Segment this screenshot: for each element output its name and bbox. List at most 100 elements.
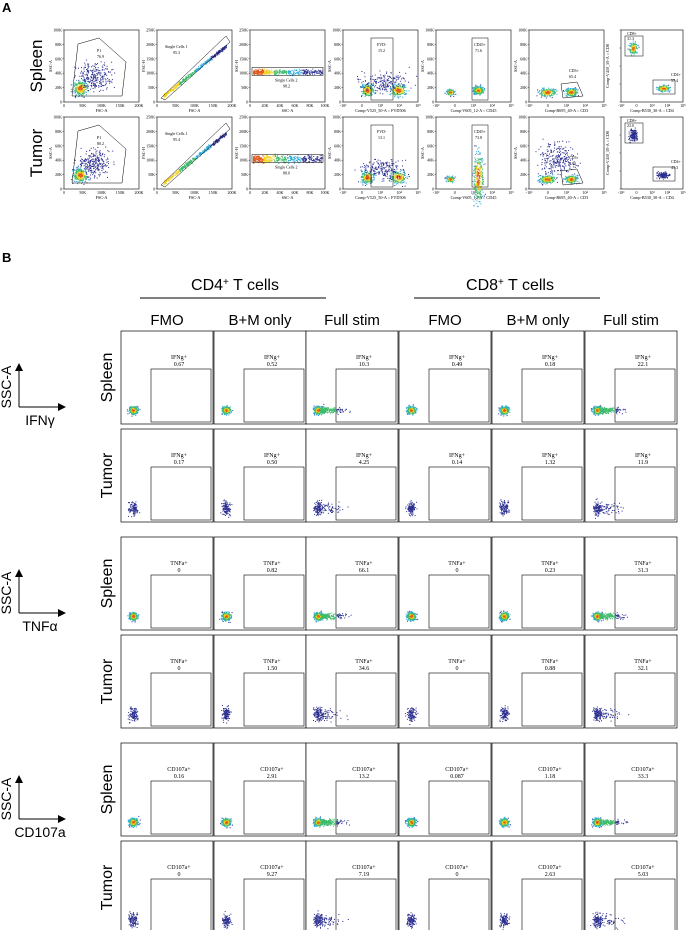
dot <box>81 92 83 94</box>
dot <box>80 177 82 179</box>
dot <box>294 73 296 75</box>
dot <box>83 86 85 88</box>
dot <box>182 78 184 80</box>
dot <box>90 174 91 176</box>
dot <box>481 86 483 88</box>
dot <box>284 157 286 159</box>
dot <box>259 72 261 74</box>
dot <box>280 71 282 73</box>
dot <box>283 160 285 162</box>
dot <box>297 72 299 74</box>
dot <box>218 139 219 141</box>
dot <box>86 84 88 86</box>
dot <box>176 86 178 88</box>
dot <box>363 90 365 92</box>
dot <box>101 170 103 171</box>
dot <box>482 92 484 93</box>
dot <box>76 173 77 175</box>
dot <box>542 94 544 96</box>
dot <box>265 73 267 75</box>
dot <box>184 80 186 82</box>
dot <box>253 71 255 73</box>
dot <box>403 88 404 90</box>
dot <box>87 65 89 67</box>
dot <box>84 74 86 76</box>
dot <box>92 172 94 173</box>
gate-shape <box>624 35 644 57</box>
dot <box>183 164 185 166</box>
dot <box>84 177 86 179</box>
dot <box>547 93 549 95</box>
y-tick-label: 0 <box>525 100 527 105</box>
x-tick-label: 100K <box>190 103 199 108</box>
x-tick-label: 10³ <box>378 190 384 195</box>
dot <box>199 154 201 156</box>
dot <box>281 157 283 159</box>
dot <box>633 52 635 54</box>
dot <box>658 87 660 89</box>
dot <box>103 85 104 87</box>
dot <box>94 166 96 168</box>
dot <box>371 89 372 91</box>
dot <box>547 95 548 97</box>
dot <box>111 74 113 76</box>
dot <box>97 77 99 78</box>
x-tick-label: 0 <box>63 190 65 195</box>
dot <box>566 93 568 95</box>
gate-shape <box>160 122 231 188</box>
dot <box>381 77 383 79</box>
dot <box>100 84 102 86</box>
dot <box>268 156 270 158</box>
dot <box>403 93 405 95</box>
dot <box>575 89 577 91</box>
dot <box>94 76 96 78</box>
dot <box>104 74 106 76</box>
dot <box>482 91 484 93</box>
dot <box>258 156 259 158</box>
dot <box>168 179 170 181</box>
dot <box>379 88 381 90</box>
dot <box>77 171 79 173</box>
gate-name: Single Cells 1 <box>165 44 187 49</box>
dot <box>170 91 172 92</box>
dot <box>365 181 367 183</box>
dot <box>81 180 83 182</box>
dot <box>82 93 84 95</box>
dot <box>272 72 274 74</box>
dot <box>364 87 366 89</box>
dot <box>387 83 389 85</box>
gate-shape <box>560 81 584 99</box>
dot <box>268 69 270 71</box>
dot <box>76 173 78 175</box>
dot <box>74 88 76 90</box>
dot <box>205 63 207 65</box>
dot <box>635 47 637 49</box>
dot <box>310 157 312 159</box>
dot <box>258 72 260 74</box>
dot <box>257 160 259 162</box>
dot <box>179 83 181 85</box>
dot <box>97 62 99 64</box>
dot <box>543 94 545 96</box>
x-tick-label: 200K <box>135 103 144 108</box>
dot <box>394 88 395 90</box>
dot <box>564 89 566 91</box>
dot <box>95 166 97 168</box>
dot <box>386 80 388 81</box>
dot <box>298 159 299 160</box>
dot <box>277 75 279 77</box>
dot <box>310 156 312 158</box>
dot <box>104 164 106 166</box>
dot <box>81 172 83 174</box>
dot <box>368 95 370 96</box>
dot <box>575 87 577 89</box>
dot <box>269 73 270 74</box>
dot <box>264 155 266 157</box>
dot <box>475 93 477 95</box>
dot <box>477 87 479 89</box>
dot <box>269 160 271 162</box>
dot <box>93 75 94 77</box>
dot <box>88 179 89 181</box>
dot <box>361 85 363 87</box>
panel-a-row-label-spleen: Spleen <box>27 40 46 93</box>
